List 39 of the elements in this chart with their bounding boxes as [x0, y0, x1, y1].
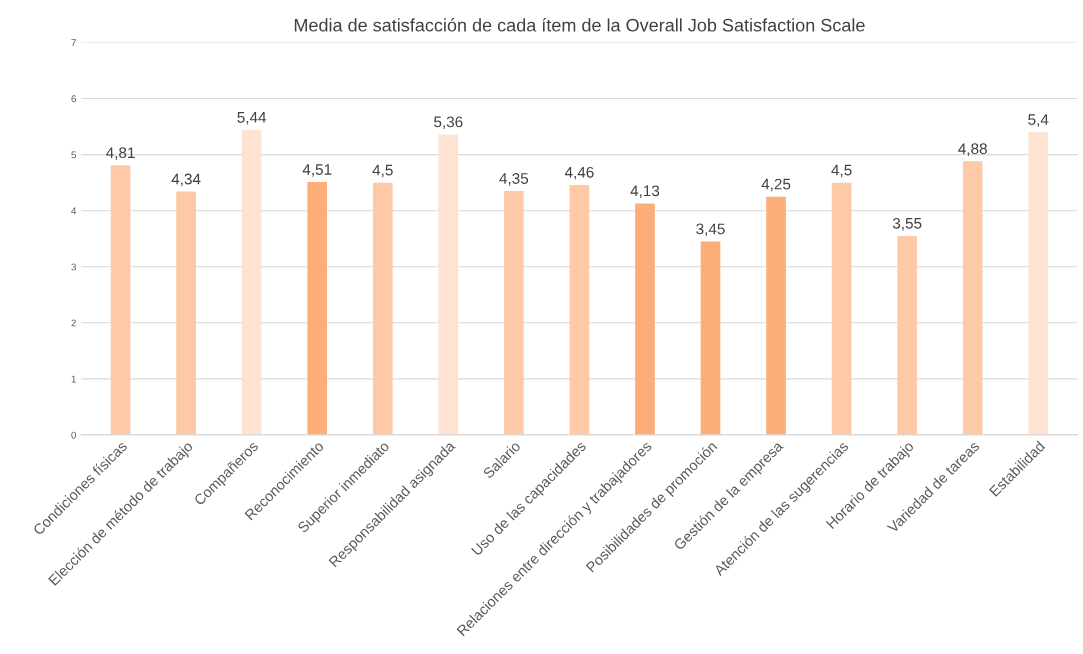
y-tick-label: 4 [71, 207, 77, 215]
data-label: 4,35 [499, 173, 529, 186]
bar [176, 191, 196, 435]
y-tick-label: 6 [71, 95, 76, 103]
bar [897, 235, 917, 435]
y-tick-label: 5 [71, 151, 76, 159]
bar [700, 241, 721, 435]
data-label: 4,88 [958, 143, 987, 156]
bar [241, 129, 262, 435]
y-tick-label: 1 [71, 375, 76, 383]
bar [110, 165, 131, 435]
y-tick-label: 0 [71, 431, 76, 439]
data-label: 4,5 [831, 164, 852, 178]
data-label: 4,13 [630, 185, 660, 199]
y-tick-label: 2 [71, 319, 76, 327]
bar [962, 161, 983, 435]
bar [504, 191, 524, 435]
chart-title: Media de satisfacción de cada ítem de la Overall Job Satisfaction Scale [294, 18, 865, 32]
data-label: 4,81 [106, 147, 135, 160]
bar [569, 184, 590, 435]
bar [1028, 132, 1049, 435]
y-tick-label: 7 [71, 39, 76, 47]
data-label: 5,36 [434, 116, 463, 130]
bar [438, 134, 459, 435]
bar [307, 182, 328, 435]
data-label: 4,46 [564, 166, 594, 180]
data-label: 4,34 [171, 173, 201, 187]
y-tick-label: 3 [71, 263, 76, 271]
data-label: 4,5 [372, 164, 393, 178]
data-label: 4,51 [302, 164, 332, 177]
bar [635, 203, 655, 435]
data-label: 5,44 [237, 112, 267, 125]
bar [372, 182, 393, 435]
bar [831, 182, 852, 435]
bar [766, 196, 786, 435]
data-label: 3,55 [892, 217, 922, 231]
data-label: 3,45 [696, 223, 725, 237]
data-label: 4,25 [761, 178, 791, 192]
data-label: 5,4 [1028, 114, 1049, 127]
